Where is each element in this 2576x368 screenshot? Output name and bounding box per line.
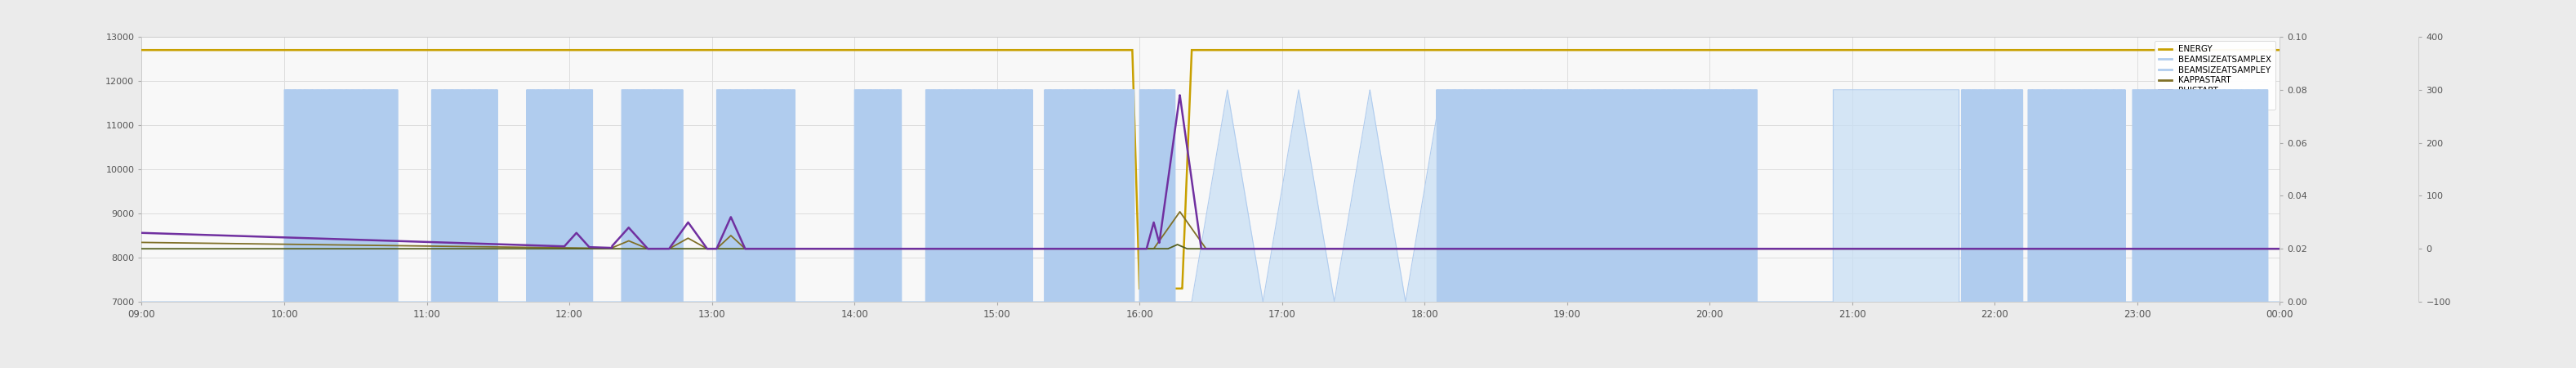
Legend: ENERGY, BEAMSIZEATSAMPLEX, BEAMSIZEATSAMPLEY, KAPPASTART, PHISTART, CHISTART: ENERGY, BEAMSIZEATSAMPLEX, BEAMSIZEATSAM… — [2154, 41, 2275, 109]
